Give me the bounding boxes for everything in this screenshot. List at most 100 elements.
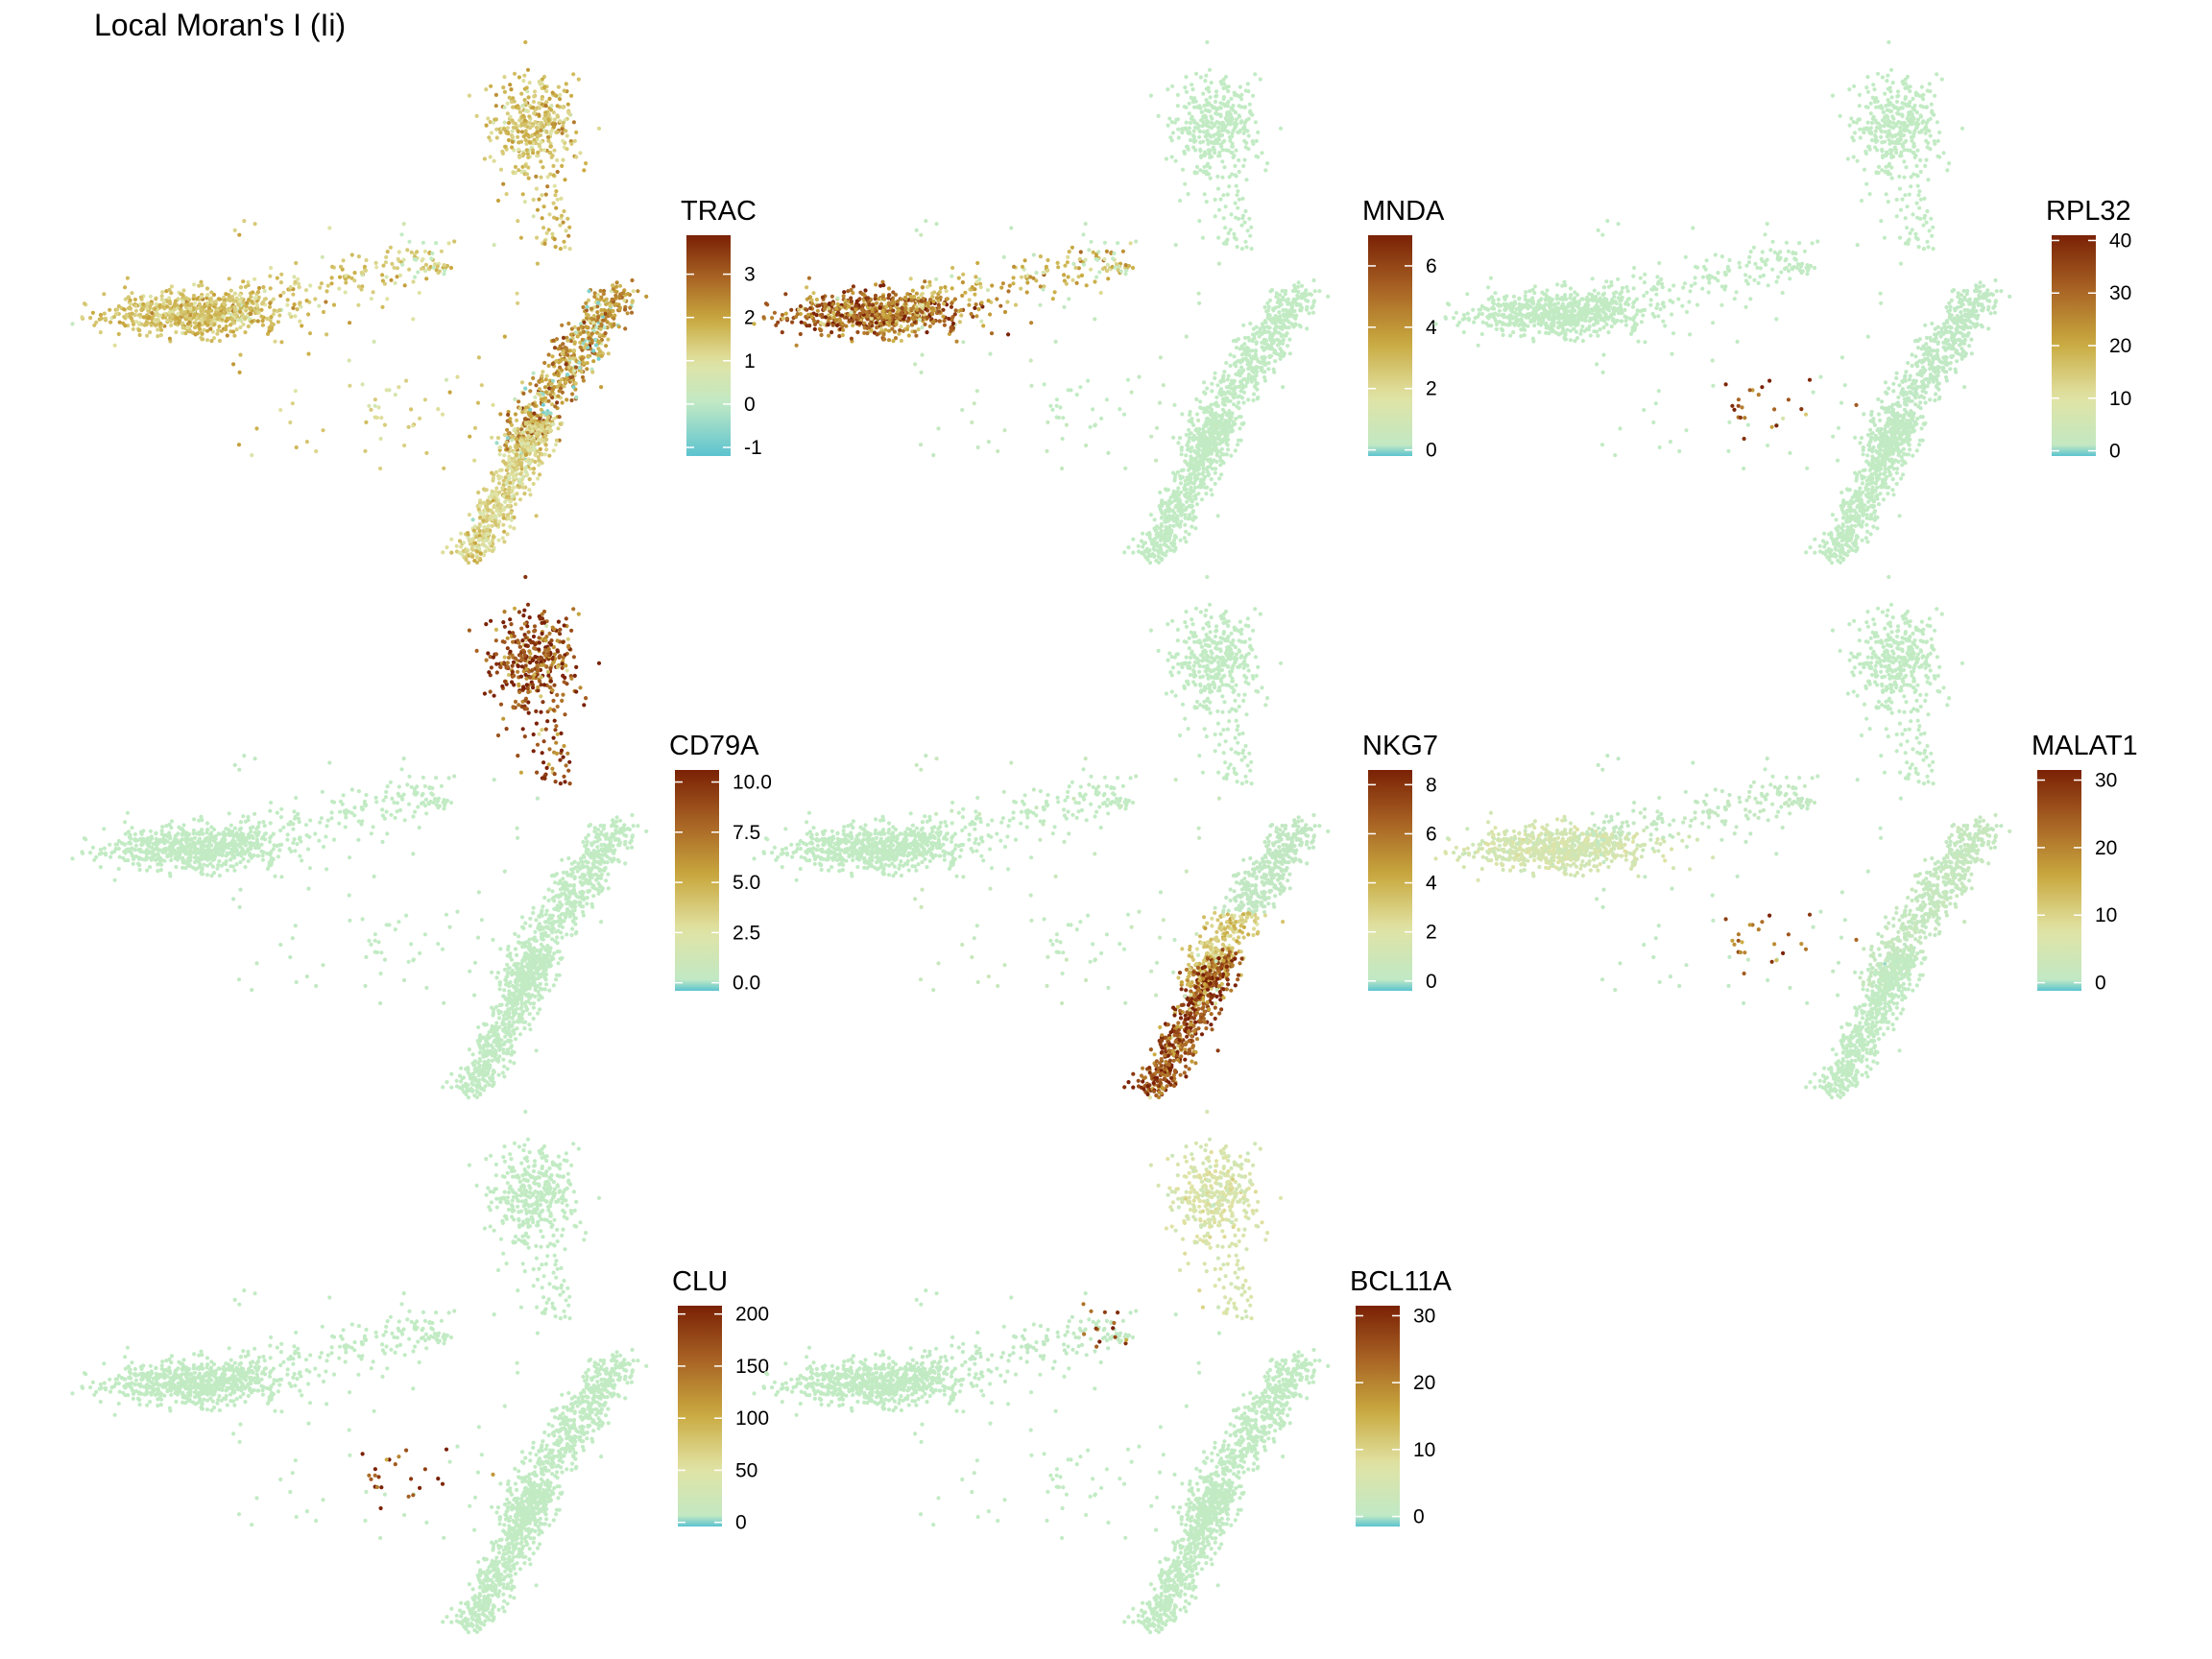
data-point [200, 283, 204, 288]
data-point [203, 316, 207, 321]
data-point [434, 241, 439, 246]
data-point [80, 315, 84, 320]
data-point [441, 550, 445, 555]
data-point [146, 316, 151, 321]
data-point [1195, 430, 1200, 436]
data-point [556, 394, 561, 398]
data-point [535, 137, 540, 142]
data-point [999, 285, 1004, 290]
data-point [1284, 299, 1288, 303]
data-point [505, 101, 510, 106]
data-point [572, 341, 577, 346]
data-point [1221, 378, 1226, 383]
data-point [532, 411, 537, 416]
data-point [478, 551, 483, 556]
data-point [347, 275, 351, 279]
data-point [562, 239, 566, 244]
data-point [1242, 220, 1247, 225]
data-point [430, 251, 435, 256]
data-point [565, 338, 570, 343]
data-point [211, 336, 217, 341]
data-point [231, 362, 236, 367]
data-point [497, 452, 502, 457]
data-point [1302, 291, 1308, 296]
data-point [1239, 365, 1244, 370]
data-point [1073, 265, 1078, 270]
data-point [1191, 489, 1196, 493]
data-point [513, 502, 518, 507]
data-point [298, 301, 302, 305]
data-point [1262, 337, 1266, 342]
data-point [895, 312, 900, 317]
data-point [321, 309, 326, 315]
data-point [285, 302, 290, 307]
data-point [1205, 452, 1211, 457]
data-point [532, 89, 538, 94]
data-point [1168, 135, 1173, 140]
data-point [228, 298, 232, 303]
data-point [517, 106, 521, 110]
data-point [343, 290, 348, 295]
data-point [1246, 133, 1251, 138]
data-point [1225, 103, 1230, 108]
data-point [329, 276, 334, 280]
data-point [204, 286, 210, 291]
data-point [1244, 245, 1249, 250]
data-point [268, 274, 273, 278]
data-point [256, 285, 262, 291]
data-point [519, 442, 524, 446]
data-point [1266, 367, 1271, 372]
data-point [874, 301, 879, 305]
data-point [378, 436, 383, 442]
data-point [531, 481, 536, 487]
data-point [175, 316, 180, 321]
data-point [1238, 415, 1243, 420]
data-point [199, 295, 204, 300]
data-point [570, 392, 575, 397]
data-point [1204, 200, 1209, 204]
data-point [1083, 257, 1088, 262]
data-point [1187, 126, 1191, 131]
data-point [1222, 165, 1227, 170]
data-point [1019, 275, 1024, 279]
data-point [416, 270, 421, 275]
data-point [172, 303, 177, 308]
data-point [805, 312, 811, 317]
data-point [1025, 280, 1030, 285]
data-point [185, 322, 191, 326]
data-point [886, 338, 892, 343]
data-point [1205, 163, 1210, 168]
data-point [1126, 545, 1131, 550]
data-point [932, 290, 937, 295]
data-point [149, 301, 154, 306]
data-point [92, 323, 97, 327]
data-point [501, 85, 506, 90]
data-point [502, 453, 507, 458]
data-point [956, 276, 961, 280]
data-point [1170, 131, 1175, 135]
data-point [566, 321, 571, 326]
data-point [862, 325, 867, 330]
data-point [541, 148, 547, 153]
data-point [141, 315, 146, 320]
data-point [502, 334, 507, 339]
data-point [541, 397, 545, 401]
data-point [559, 196, 564, 201]
data-point [154, 301, 158, 306]
data-point [470, 554, 475, 559]
data-point [526, 165, 531, 170]
data-point [1243, 208, 1248, 214]
data-point [1184, 127, 1189, 132]
data-point [1280, 288, 1285, 294]
data-point [1187, 532, 1191, 537]
data-point [540, 423, 544, 428]
data-point [545, 175, 550, 180]
data-point [865, 314, 870, 319]
data-point [122, 307, 127, 312]
data-point [141, 301, 146, 306]
data-point [397, 385, 401, 390]
data-point [469, 545, 474, 551]
data-point [1170, 84, 1175, 88]
data-point [936, 302, 941, 307]
data-point [1259, 360, 1263, 365]
